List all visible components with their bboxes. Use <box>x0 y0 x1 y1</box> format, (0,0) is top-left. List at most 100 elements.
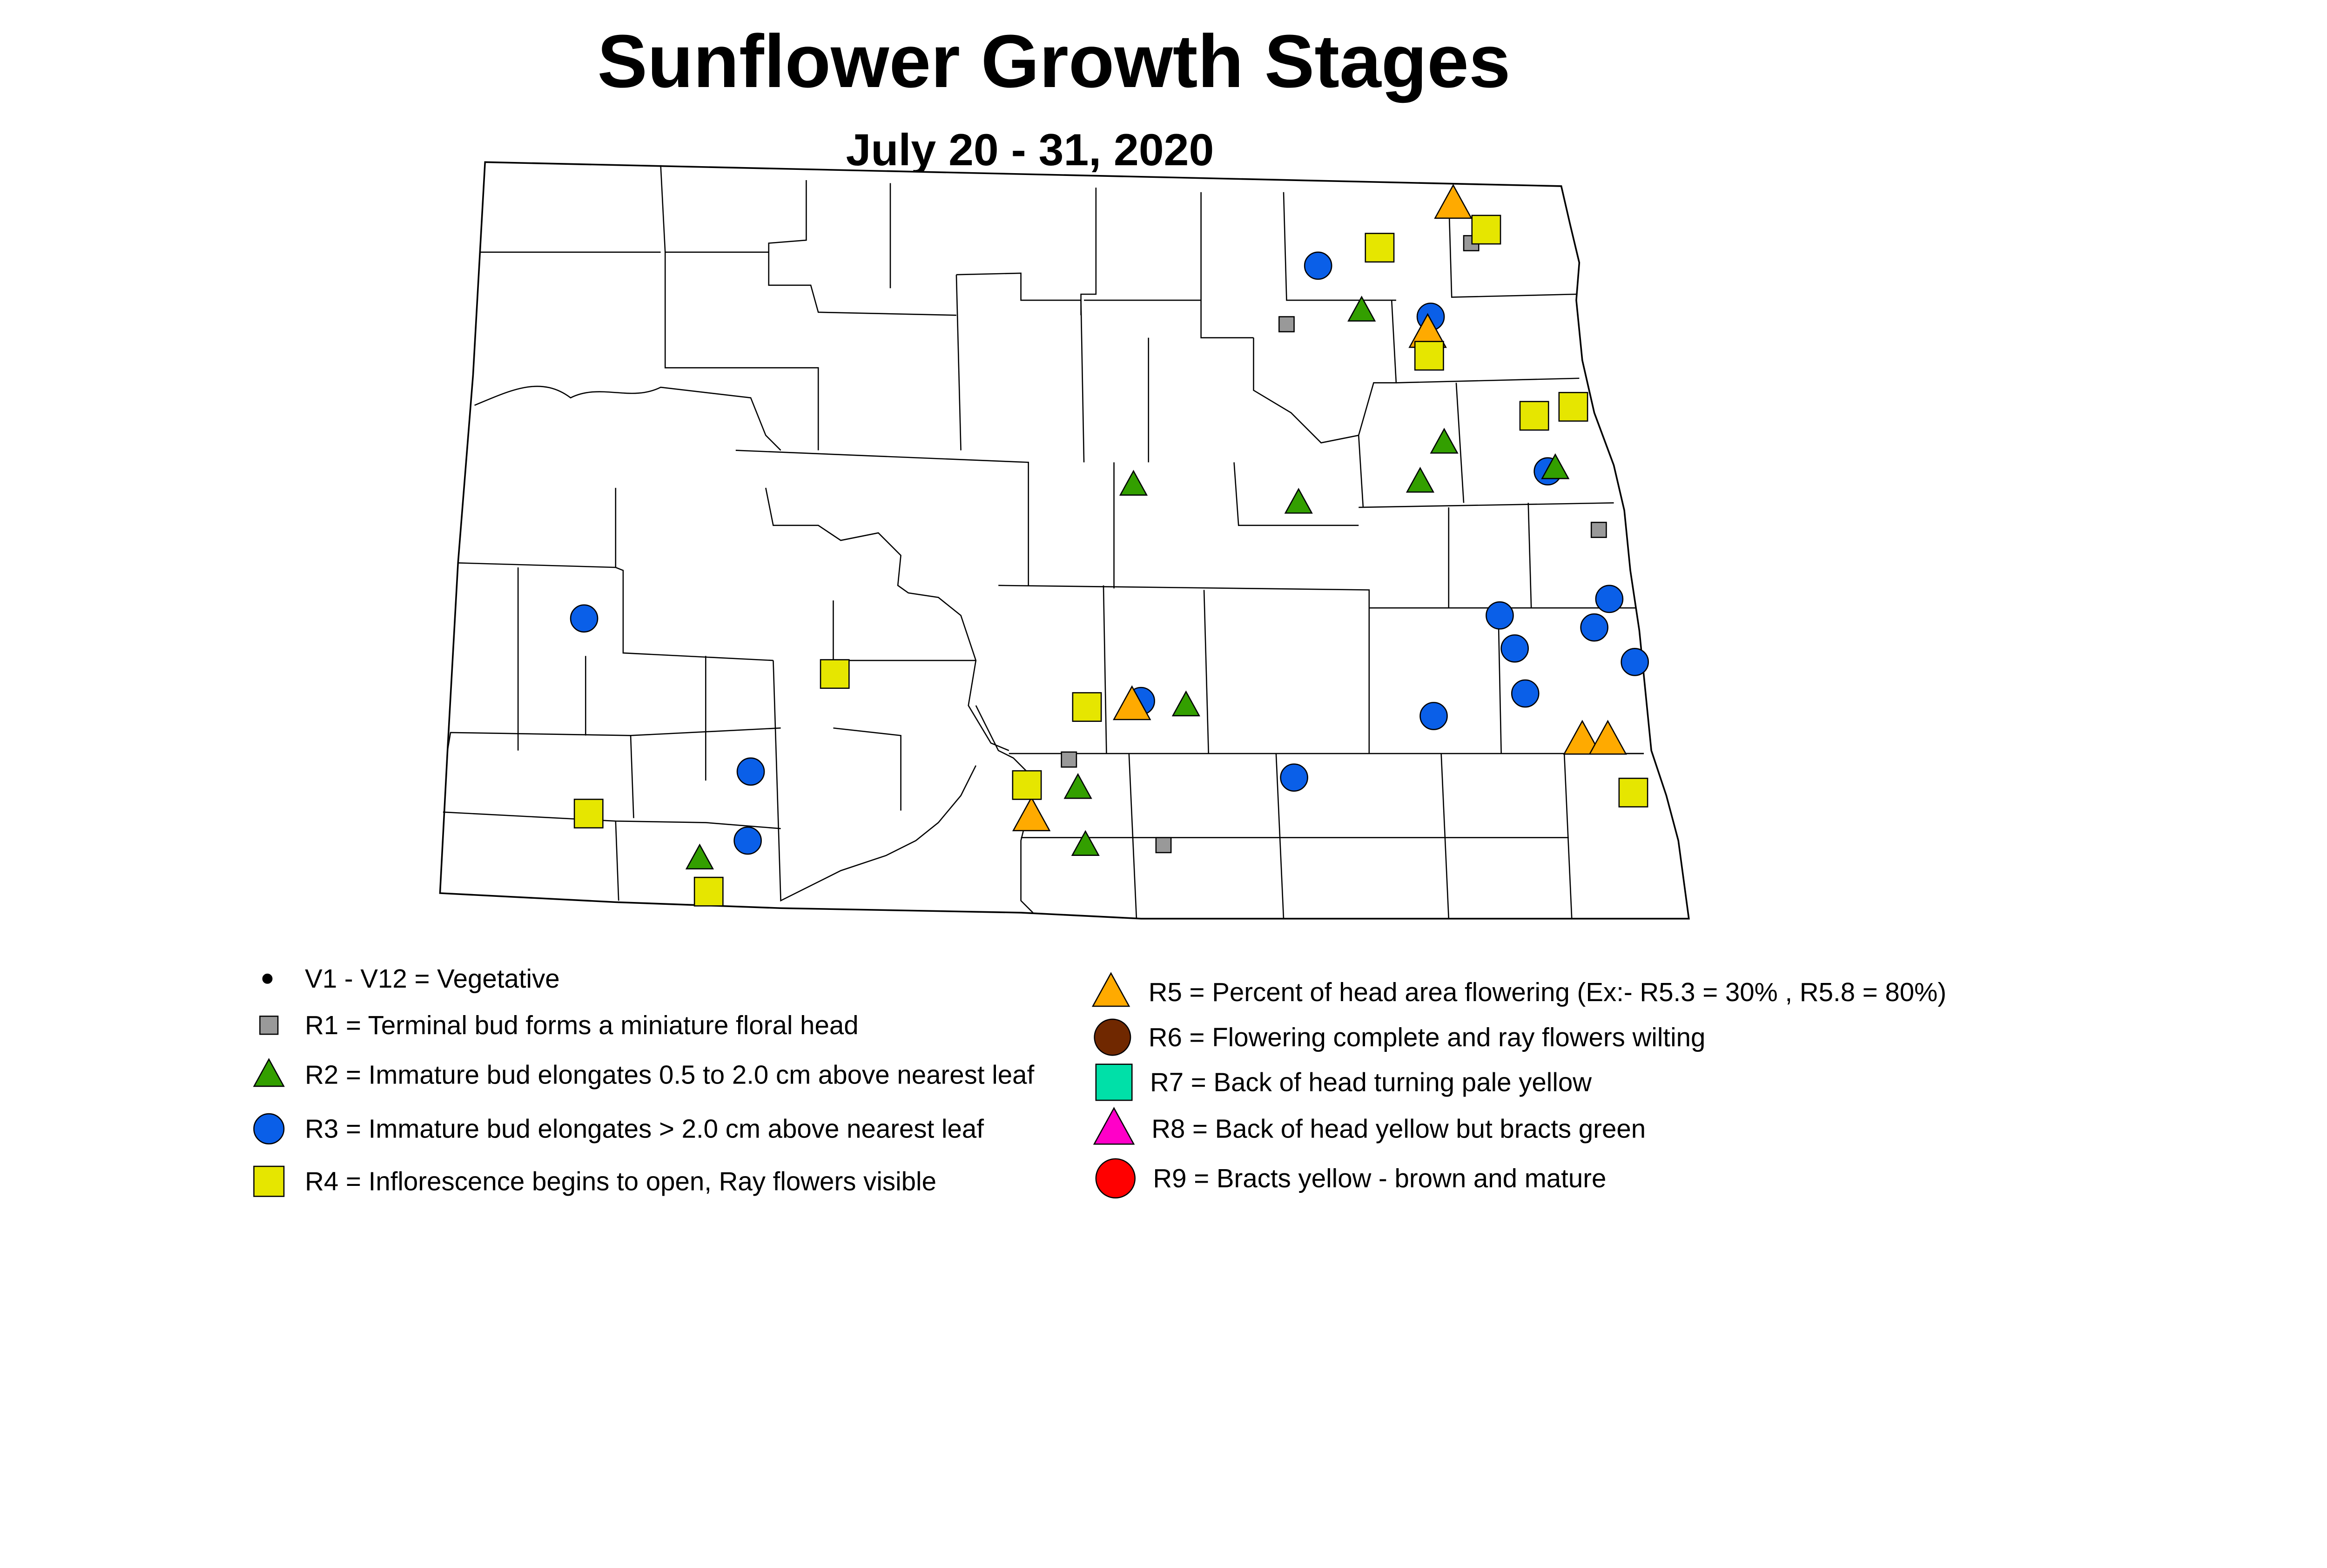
observation-markers <box>570 184 1649 907</box>
marker-r2-triangle <box>685 843 714 870</box>
legend-label-r1: R1 = Terminal bud forms a miniature flor… <box>305 1010 858 1040</box>
marker-r5-triangle <box>1434 184 1473 219</box>
legend-label-r7: R7 = Back of head turning pale yellow <box>1150 1068 1592 1097</box>
legend-label-r8: R8 = Back of head yellow but bracts gree… <box>1151 1114 1646 1144</box>
marker-r1-square <box>1278 316 1295 333</box>
marker-r2-triangle <box>1347 296 1376 322</box>
marker-r4-square <box>1012 770 1042 800</box>
county-boundary <box>664 252 819 451</box>
legend-label-r5: R5 = Percent of head area flowering (Ex:… <box>1149 977 1946 1007</box>
marker-r3-circle <box>733 826 762 855</box>
marker-r2-triangle <box>1284 488 1313 514</box>
county-boundary <box>630 735 634 818</box>
county-boundary <box>833 727 901 811</box>
marker-r4-square <box>820 659 850 689</box>
county-boundaries <box>443 165 1644 919</box>
marker-r3-circle <box>1511 679 1540 708</box>
marker-r5-triangle <box>1113 685 1151 720</box>
legend-label-r9: R9 = Bracts yellow - brown and mature <box>1153 1164 1606 1193</box>
marker-r3-circle <box>1580 613 1608 642</box>
map-subtitle: July 20 - 31, 2020 <box>846 124 1214 175</box>
county-boundary <box>1455 383 1465 503</box>
marker-r2-triangle <box>1063 773 1092 799</box>
marker-r3-circle <box>1595 585 1624 613</box>
legend-r8-triangle-icon <box>1093 1107 1135 1145</box>
county-boundary <box>1448 195 1576 298</box>
county-boundary <box>998 585 1370 754</box>
marker-r3-circle <box>1280 763 1308 792</box>
marker-r1-square <box>1061 751 1077 768</box>
county-boundary <box>458 562 773 661</box>
marker-r4-square <box>573 799 604 828</box>
county-boundary <box>1128 753 1137 919</box>
map-title: Sunflower Growth Stages <box>598 20 1511 103</box>
legend-r4-square-icon <box>253 1165 285 1197</box>
marker-r2-triangle <box>1119 470 1148 496</box>
legend-r7-square-icon <box>1095 1063 1133 1101</box>
marker-r4-square <box>1414 341 1444 371</box>
legend-r5-triangle-icon <box>1091 972 1130 1007</box>
marker-r3-circle <box>1621 647 1649 676</box>
county-boundary <box>1233 462 1359 526</box>
marker-r3-circle <box>1419 702 1448 730</box>
north-dakota-outline <box>439 161 1690 920</box>
marker-r3-circle <box>570 604 599 633</box>
county-boundary <box>1203 590 1210 754</box>
marker-r3-circle <box>1500 634 1529 663</box>
legend-r3-circle-icon <box>253 1113 285 1144</box>
legend-r2-triangle-icon <box>253 1058 285 1087</box>
marker-r3-circle <box>1486 601 1514 630</box>
marker-r1-square <box>1155 837 1172 854</box>
marker-r1-square <box>1590 522 1607 538</box>
legend-label-r3: R3 = Immature bud elongates > 2.0 cm abo… <box>305 1114 984 1144</box>
marker-r4-square <box>1618 777 1648 808</box>
county-boundary <box>474 385 781 451</box>
marker-r2-triangle <box>1430 428 1459 454</box>
legend-label-r4: R4 = Inflorescence begins to open, Ray f… <box>305 1167 936 1196</box>
marker-r5-triangle <box>1012 796 1051 831</box>
county-boundary <box>1359 502 1614 508</box>
marker-r4-square <box>693 876 724 907</box>
legend-r6-circle-icon <box>1094 1018 1131 1056</box>
marker-r3-circle <box>1304 251 1332 280</box>
county-boundary <box>1253 337 1359 444</box>
marker-r5-triangle <box>1563 720 1602 755</box>
county-boundary <box>1497 608 1502 754</box>
legend-label-r2: R2 = Immature bud elongates 0.5 to 2.0 c… <box>305 1060 1034 1090</box>
county-boundary <box>443 811 781 829</box>
county-boundary <box>1103 585 1107 754</box>
county-boundary <box>735 450 1029 585</box>
marker-r2-triangle <box>1171 690 1200 717</box>
legend-r1-square-icon <box>259 1016 279 1035</box>
county-boundary <box>956 272 1085 463</box>
legend-label-v: V1 - V12 = Vegetative <box>305 964 560 993</box>
county-boundary <box>768 180 956 316</box>
county-boundary <box>773 660 977 902</box>
county-boundary <box>765 487 1009 751</box>
legend-r9-circle-icon <box>1095 1158 1136 1199</box>
marker-r4-square <box>1471 215 1501 245</box>
county-boundary <box>1563 753 1573 919</box>
legend-v-dot-icon <box>262 973 273 984</box>
county-boundary <box>1358 300 1397 508</box>
county-boundary <box>1440 753 1450 919</box>
marker-r4-square <box>1365 233 1395 263</box>
marker-r4-square <box>1558 392 1588 422</box>
county-boundary <box>1527 503 1532 608</box>
county-boundary <box>1275 753 1285 919</box>
marker-r4-square <box>1519 401 1549 431</box>
legend-label-r6: R6 = Flowering complete and ray flowers … <box>1149 1023 1706 1052</box>
county-boundary <box>615 821 619 901</box>
legend: V1 - V12 = Vegetative R1 = Terminal bud f… <box>253 964 1946 1199</box>
county-boundary <box>447 727 781 751</box>
marker-r2-triangle <box>1071 830 1100 856</box>
marker-r3-circle <box>736 757 765 786</box>
marker-r2-triangle <box>1406 466 1435 493</box>
marker-r2-triangle <box>1541 453 1570 479</box>
county-boundary <box>955 275 962 451</box>
marker-r5-triangle <box>1588 720 1627 755</box>
county-boundary <box>1200 192 1254 338</box>
marker-r4-square <box>1072 692 1102 722</box>
sunflower-stage-map: Sunflower Growth Stages July 20 - 31, 20… <box>253 20 1946 1199</box>
county-boundary <box>1396 377 1580 384</box>
